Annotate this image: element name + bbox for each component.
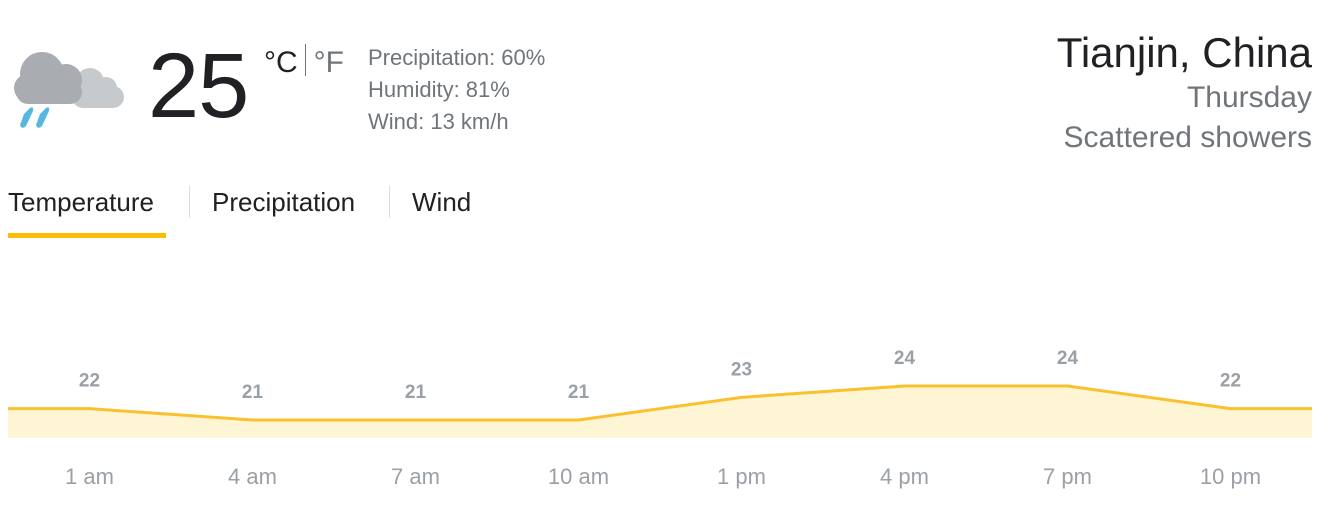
time-tick-label: 1 pm: [717, 464, 766, 489]
weather-details: Precipitation: 60% Humidity: 81% Wind: 1…: [368, 42, 545, 138]
day-label: Thursday: [1186, 81, 1312, 114]
unit-separator: [304, 44, 306, 76]
location-title: Tianjin, China: [1056, 29, 1312, 76]
temperature-data-label: 24: [1057, 348, 1079, 369]
tab-temperature[interactable]: Temperature: [8, 187, 154, 217]
rain-cloud-icon: [14, 52, 124, 128]
fahrenheit-button[interactable]: °F: [313, 46, 344, 79]
tab-divider: [189, 186, 190, 218]
tab-wind[interactable]: Wind: [412, 187, 472, 217]
celsius-button[interactable]: °C: [264, 46, 298, 79]
temperature-chart: 22 21 21 21 23 24 24 22 1 am 4 am 7 am 10 am 1 pm 4 p…: [8, 348, 1312, 489]
temperature-data-label: 23: [731, 359, 752, 380]
temperature-data-label: 21: [242, 382, 264, 403]
wind-text: Wind: 13 km/h: [368, 109, 509, 134]
time-tick-label: 4 am: [228, 464, 277, 489]
time-tick-label: 7 am: [391, 464, 440, 489]
tab-divider: [389, 186, 390, 218]
temperature-data-label: 24: [894, 348, 916, 369]
precipitation-text: Precipitation: 60%: [368, 45, 546, 70]
tab-precipitation[interactable]: Precipitation: [212, 187, 356, 217]
time-tick-label: 10 am: [548, 464, 609, 489]
condition-label: Scattered showers: [1063, 121, 1312, 154]
temperature-data-label: 22: [79, 371, 100, 392]
temperature-data-label: 21: [405, 382, 427, 403]
time-tick-label: 10 pm: [1200, 464, 1261, 489]
temperature-line: [8, 384, 1312, 422]
location-panel: Tianjin, China Thursday Scattered shower…: [1057, 28, 1312, 158]
unit-toggle: °C °F: [264, 44, 344, 82]
time-tick-label: 4 pm: [880, 464, 929, 489]
temperature-data-label: 22: [1220, 371, 1241, 392]
humidity-text: Humidity: 81%: [368, 77, 510, 102]
temperature-area: [8, 386, 1312, 438]
current-temperature: 25: [148, 35, 249, 137]
time-tick-label: 7 pm: [1043, 464, 1092, 489]
time-tick-label: 1 am: [65, 464, 114, 489]
temperature-data-label: 21: [568, 382, 590, 403]
selected-tab-indicator: [8, 233, 166, 238]
